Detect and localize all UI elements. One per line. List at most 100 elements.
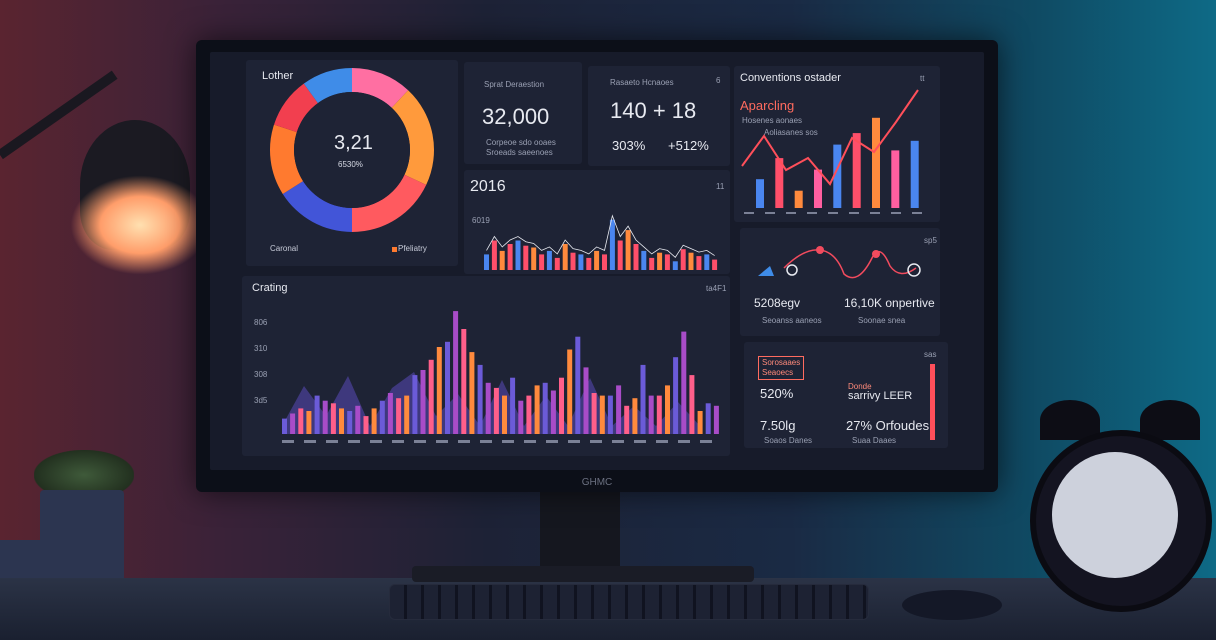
bar-1 — [775, 158, 784, 208]
kpi-point-2 — [872, 250, 880, 258]
bar-20 — [641, 250, 647, 270]
bar-23 — [469, 352, 475, 434]
bar-22 — [657, 252, 663, 270]
kpi-a-value: 5208egv — [754, 296, 801, 310]
kpi-a-sub: Seoanss aaneos — [762, 316, 822, 325]
bar-46 — [656, 395, 662, 434]
conv-xtick-0 — [744, 212, 754, 214]
bar-6 — [872, 117, 880, 208]
conversions-chart — [741, 89, 922, 214]
crating-xtick-18 — [678, 440, 690, 443]
conversions-panel: Conventions ostader tt Aparcling Hosenes… — [734, 66, 940, 222]
bar-8 — [910, 140, 919, 208]
bars-2016-panel: 2016 11 6019 — [464, 170, 730, 274]
bar-3 — [814, 169, 822, 208]
summary-badge: sas — [924, 350, 937, 359]
clock-bell-left — [1040, 400, 1100, 440]
conv-line1: Hosenes aonaes — [742, 116, 803, 125]
stat1-sub1: Corpeoe sdo ooaes — [486, 138, 556, 147]
conv-xtick-4 — [828, 212, 838, 214]
bar-47 — [665, 385, 670, 434]
crating-xtick-19 — [700, 440, 712, 443]
bar-43 — [632, 398, 638, 434]
bar-24 — [672, 261, 678, 270]
bar-33 — [550, 390, 556, 434]
conv-trend-line — [741, 89, 919, 186]
bar-50 — [689, 375, 695, 434]
conv-xtick-5 — [849, 212, 859, 214]
crating-ytick-2: 310 — [254, 344, 268, 353]
bar-53 — [713, 405, 719, 434]
keyboard[interactable] — [389, 584, 869, 620]
bar-23 — [664, 254, 670, 270]
lamp-light — [70, 175, 210, 275]
clock-face — [1052, 452, 1178, 578]
crating-xtick-15 — [612, 440, 624, 443]
bar-20 — [445, 341, 450, 434]
bar-25 — [485, 382, 491, 434]
bar-42 — [624, 405, 630, 434]
bar-19 — [633, 244, 639, 270]
bar-35 — [567, 349, 573, 434]
crating-xtick-11 — [524, 440, 536, 443]
bar-29 — [712, 259, 718, 270]
crating-badge: ta4F1 — [706, 284, 727, 293]
donut-legend-swatch — [392, 247, 397, 252]
summary-r2-mid-sub: Suaa Daaes — [852, 436, 897, 445]
conv-xtick-8 — [912, 212, 922, 214]
donut-slice-1 — [391, 90, 434, 185]
bar-49 — [681, 331, 687, 434]
bar-14 — [594, 250, 600, 270]
bar-13 — [387, 393, 393, 434]
crating-xtick-9 — [480, 440, 492, 443]
stat2-title: Rasaeto Hcnaoes — [610, 78, 674, 87]
bar-32 — [542, 382, 548, 434]
donut-hole — [294, 92, 410, 208]
conv-xtick-2 — [786, 212, 796, 214]
bar-3 — [507, 244, 513, 270]
crating-xtick-12 — [546, 440, 558, 443]
bar-15 — [602, 254, 607, 270]
bar-41 — [616, 385, 622, 434]
bar-4 — [833, 144, 842, 208]
bar-37 — [583, 367, 589, 434]
donut-slice-6 — [303, 68, 352, 104]
plant-pot — [40, 490, 124, 586]
crating-xtick-1 — [304, 440, 316, 443]
bar-5 — [523, 245, 529, 270]
crating-ytick-3: 308 — [254, 370, 268, 379]
bar-1 — [491, 240, 497, 270]
conv-badge: tt — [920, 74, 925, 83]
bar-11 — [570, 252, 576, 270]
bar-10 — [562, 244, 568, 270]
bar-18 — [625, 230, 631, 270]
bar-27 — [502, 395, 507, 434]
mouse[interactable] — [902, 590, 1002, 620]
crating-xtick-14 — [590, 440, 602, 443]
summary-r2-left: 7.50lg — [760, 418, 796, 433]
bar-21 — [453, 311, 459, 434]
bar-10 — [363, 416, 369, 434]
bar-0 — [282, 418, 287, 434]
crating-xtick-10 — [502, 440, 514, 443]
bar-44 — [640, 364, 646, 434]
summary-r2-mid: 27% Orfoudes — [846, 418, 930, 433]
donut-slice-4 — [270, 124, 304, 194]
bar-4 — [314, 395, 320, 434]
kpi-b-sub: Soonae snea — [858, 316, 906, 325]
stat-panel-1: Sprat Deraestion 32,000 Corpeoe sdo ooae… — [464, 62, 582, 164]
monitor-base — [412, 566, 754, 582]
crating-xtick-3 — [348, 440, 360, 443]
bar-5 — [322, 400, 328, 434]
conv-subtitle: Aparcling — [740, 98, 795, 113]
donut-slice-5 — [274, 83, 318, 133]
bar-11 — [371, 408, 377, 434]
bar-51 — [697, 411, 703, 434]
bar-2 — [794, 190, 803, 208]
bar-5 — [852, 133, 861, 208]
stat2-pct2: +512% — [668, 138, 709, 153]
donut-chart — [270, 68, 434, 252]
conv-xtick-6 — [870, 212, 880, 214]
crating-xtick-16 — [634, 440, 646, 443]
bar-29 — [518, 400, 524, 434]
